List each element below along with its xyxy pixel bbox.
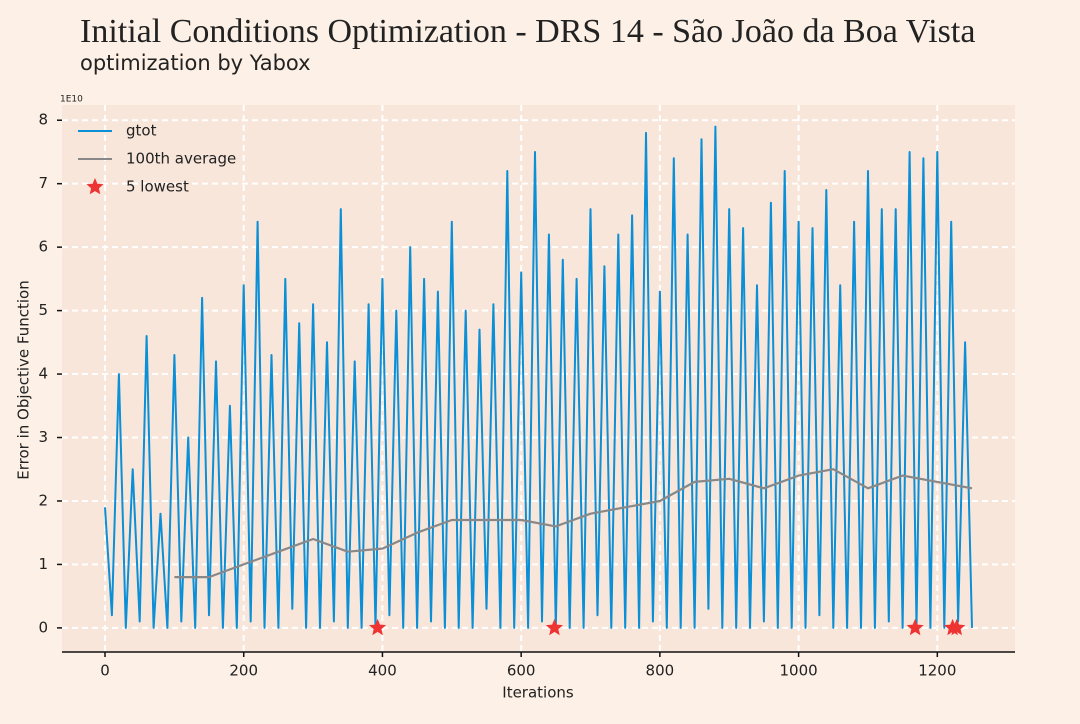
chart-title: Initial Conditions Optimization - DRS 14… [80, 13, 975, 50]
legend-label: gtot [126, 122, 157, 140]
y-tick-label: 3 [38, 428, 48, 446]
chart-subtitle: optimization by Yabox [80, 51, 311, 75]
y-tick-label: 6 [38, 238, 48, 256]
x-tick-label: 0 [100, 662, 110, 680]
y-tick-label: 2 [38, 491, 48, 509]
y-tick-label: 4 [38, 365, 48, 383]
y-tick-label: 5 [38, 301, 48, 319]
y-axis-label: Error in Objective Function [15, 280, 33, 479]
y-tick-label: 8 [38, 111, 48, 129]
x-axis-label: Iterations [502, 684, 574, 702]
x-tick-label: 600 [507, 662, 536, 680]
x-tick-label: 1200 [918, 662, 956, 680]
x-tick-label: 200 [229, 662, 258, 680]
legend-label: 5 lowest [126, 178, 189, 196]
y-tick-label: 1 [38, 555, 48, 573]
y-offset-label: 1E10 [60, 95, 83, 105]
y-tick-label: 7 [38, 174, 48, 192]
x-tick-label: 400 [368, 662, 397, 680]
y-tick-label: 0 [38, 618, 48, 636]
legend-label: 100th average [126, 150, 236, 168]
x-tick-label: 1000 [780, 662, 818, 680]
x-tick-label: 800 [646, 662, 675, 680]
